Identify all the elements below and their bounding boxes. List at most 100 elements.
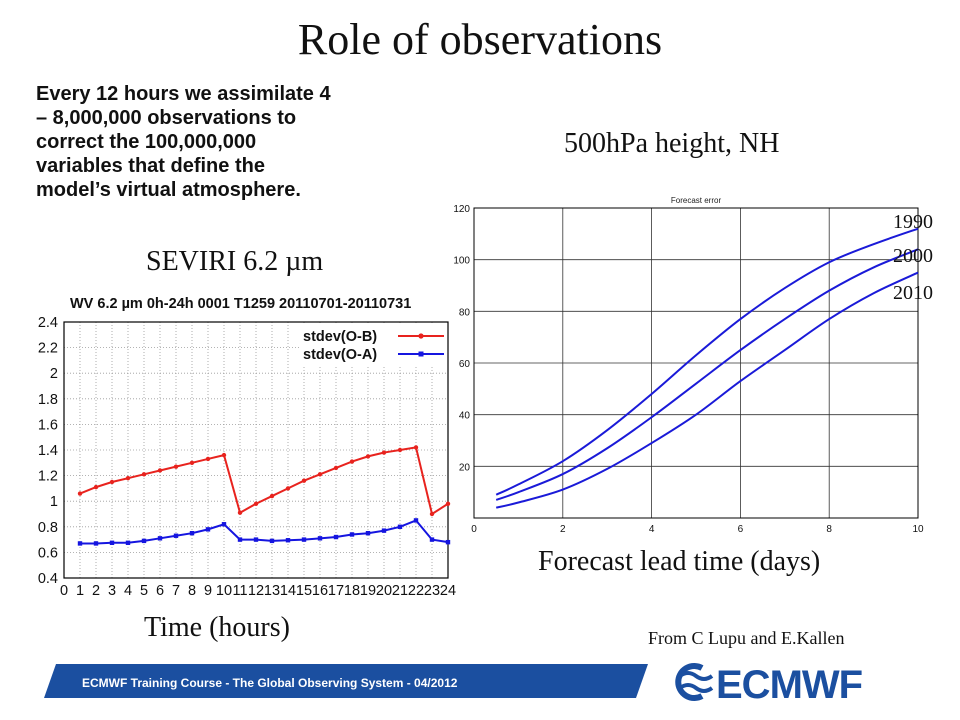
data-point-oa xyxy=(429,537,435,542)
y-tick-label: 20 xyxy=(459,462,471,473)
x-tick-label: 7 xyxy=(172,583,180,599)
y-tick-label: 2 xyxy=(50,366,58,382)
x-tick-label: 4 xyxy=(124,583,132,599)
x-tick-label: 8 xyxy=(826,524,832,535)
data-point-oa xyxy=(157,536,163,541)
x-tick-label: 23 xyxy=(424,583,440,599)
data-point-ob xyxy=(77,491,83,496)
ecmwf-logo-text: ECMWF xyxy=(716,663,862,704)
data-point-oa xyxy=(125,540,131,545)
y-tick-label: 1.4 xyxy=(38,443,58,459)
seviri-series xyxy=(77,445,451,546)
data-point-oa xyxy=(93,541,99,546)
y-tick-label: 2.4 xyxy=(38,315,58,331)
nh-label: 500hPa height, NH xyxy=(564,128,780,159)
data-point-ob xyxy=(413,445,419,450)
y-tick-label: 1.6 xyxy=(38,417,58,433)
data-point-ob xyxy=(301,478,307,483)
data-point-oa xyxy=(397,524,403,529)
data-point-oa xyxy=(173,533,179,538)
x-tick-label: 0 xyxy=(471,524,477,535)
data-point-oa xyxy=(141,538,147,544)
data-point-ob xyxy=(173,464,179,469)
time-label: Time (hours) xyxy=(144,612,290,643)
legend-marker-oa xyxy=(418,351,424,357)
lead-time-label: Forecast lead time (days) xyxy=(538,546,821,577)
x-tick-label: 19 xyxy=(360,583,376,599)
legend-2010: 2010 xyxy=(893,282,933,304)
forecast-chart-title: Forecast error xyxy=(671,196,722,205)
y-tick-label: 80 xyxy=(459,307,471,318)
forecast-grid xyxy=(473,207,919,518)
data-point-ob xyxy=(429,511,435,517)
y-tick-label: 1 xyxy=(50,494,58,510)
x-tick-label: 8 xyxy=(188,583,196,599)
data-point-ob xyxy=(237,510,243,515)
x-tick-label: 5 xyxy=(140,583,148,599)
y-tick-label: 0.8 xyxy=(38,520,58,536)
data-point-ob xyxy=(333,465,339,471)
data-point-oa xyxy=(381,528,387,533)
x-tick-label: 9 xyxy=(204,583,212,599)
x-tick-label: 1 xyxy=(76,583,84,599)
x-tick-label: 2 xyxy=(560,524,566,535)
data-point-ob xyxy=(349,459,355,464)
data-point-oa xyxy=(189,531,195,536)
data-point-ob xyxy=(141,472,147,477)
forecast-chart: Forecast error 20 40 60 80 100 120 0 2 4 6 8 10 xyxy=(453,196,924,535)
data-point-oa xyxy=(333,534,339,540)
seviri-y-ticks: 0.4 0.6 0.8 1 1.2 1.4 1.6 1.8 2 2.2 2.4 xyxy=(38,315,58,587)
data-point-oa xyxy=(253,537,259,542)
data-point-oa xyxy=(269,538,275,544)
seviri-label: SEVIRI 6.2 µm xyxy=(146,246,324,277)
y-tick-label: 1.2 xyxy=(38,469,58,485)
x-tick-label: 13 xyxy=(264,583,280,599)
x-tick-label: 4 xyxy=(649,524,655,535)
forecast-line-1990 xyxy=(495,227,919,496)
footer-text: ECMWF Training Course - The Global Obser… xyxy=(82,676,458,690)
x-tick-label: 17 xyxy=(328,583,344,599)
x-tick-label: 10 xyxy=(216,583,232,599)
data-point-ob xyxy=(205,456,211,462)
y-tick-label: 120 xyxy=(453,204,470,215)
data-point-ob xyxy=(365,454,371,459)
data-point-oa xyxy=(317,536,323,541)
legend-1990: 1990 xyxy=(893,211,933,233)
series-line-ob xyxy=(79,446,449,516)
y-tick-label: 100 xyxy=(453,256,470,267)
seviri-x-ticks: 0 1 2 3 4 5 6 7 8 9 10 11 12 13 14 15 16 17 18 19 20 21 22 23 24 xyxy=(60,583,456,599)
x-tick-label: 12 xyxy=(248,583,264,599)
y-tick-label: 40 xyxy=(459,411,471,422)
x-tick-label: 3 xyxy=(108,583,116,599)
series-line-oa xyxy=(80,519,449,545)
legend-2000: 2000 xyxy=(893,245,933,267)
data-point-oa xyxy=(109,540,115,545)
seviri-legend-box xyxy=(300,324,446,366)
data-point-ob xyxy=(317,472,323,477)
data-point-ob xyxy=(381,450,387,455)
forecast-x-ticks: 0 2 4 6 8 10 xyxy=(471,524,924,535)
ecmwf-logo: ECMWF xyxy=(675,663,863,704)
credit-text: From C Lupu and E.Kallen xyxy=(648,628,845,648)
data-point-ob xyxy=(253,501,259,506)
seviri-chart: WV 6.2 µm 0h-24h 0001 T1259 20110701-201… xyxy=(38,296,456,599)
forecast-y-ticks: 20 40 60 80 100 120 xyxy=(453,204,470,473)
data-point-oa xyxy=(77,541,83,546)
slide-title: Role of observations xyxy=(297,15,663,64)
data-point-ob xyxy=(125,475,131,481)
x-tick-label: 6 xyxy=(156,583,164,599)
forecast-plot-frame xyxy=(473,207,919,519)
x-tick-label: 10 xyxy=(912,524,924,535)
seviri-chart-title: WV 6.2 µm 0h-24h 0001 T1259 20110701-201… xyxy=(70,296,411,312)
data-point-oa xyxy=(301,537,307,542)
forecast-series xyxy=(495,227,919,509)
x-tick-label: 6 xyxy=(738,524,744,535)
data-point-ob xyxy=(285,486,291,491)
data-point-oa xyxy=(221,522,227,527)
seviri-legend: stdev(O-B) stdev(O-A) xyxy=(300,324,446,366)
x-tick-label: 21 xyxy=(392,583,408,599)
legend-label-ob: stdev(O-B) xyxy=(303,329,377,345)
x-tick-label: 0 xyxy=(60,583,68,599)
ecmwf-logo-mark xyxy=(675,663,714,701)
data-point-ob xyxy=(221,452,227,458)
